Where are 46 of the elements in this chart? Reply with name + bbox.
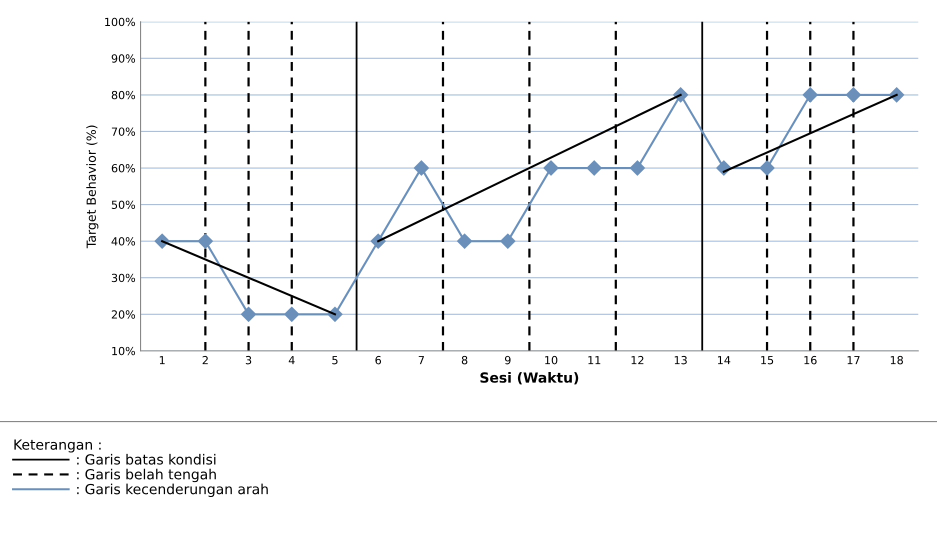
- y-tick-label: 50%: [112, 200, 136, 209]
- x-tick-label: 11: [588, 356, 600, 364]
- x-tick-label: 9: [504, 356, 511, 364]
- x-tick-label: 3: [246, 356, 252, 364]
- x-tick-label: 10: [545, 356, 558, 364]
- y-tick-label: 60%: [112, 164, 136, 172]
- x-tick-label: 14: [718, 356, 730, 364]
- legend-title: Keterangan :: [14, 440, 101, 453]
- legend-label: : Garis kecenderungan arah: [77, 484, 268, 498]
- x-tick-label: 4: [288, 356, 295, 364]
- point: [198, 234, 213, 249]
- legend-label: : Garis belah tengah: [77, 468, 216, 482]
- point: [630, 160, 645, 176]
- x-tick-label: 6: [375, 356, 382, 364]
- x-tick-label: 1: [160, 356, 165, 364]
- point: [414, 160, 429, 176]
- point: [284, 306, 300, 322]
- y-tick-label: 30%: [112, 274, 136, 282]
- x-tick-label: 12: [632, 356, 644, 364]
- x-tick-label: 15: [761, 356, 774, 364]
- point: [586, 160, 602, 176]
- x-axis-title: Sesi (Waktu): [480, 372, 578, 384]
- x-tick-label: 13: [674, 356, 687, 364]
- y-tick-label: 10%: [112, 346, 136, 356]
- legend-label: : Garis batas kondisi: [77, 454, 216, 465]
- x-tick-label: 7: [418, 356, 424, 364]
- x-tick-label: 17: [848, 356, 860, 364]
- y-tick-label: 20%: [112, 310, 136, 319]
- y-axis-title: Target Behavior (%): [86, 126, 98, 248]
- y-tick-label: 100%: [105, 18, 136, 26]
- x-tick-label: 16: [804, 356, 817, 364]
- point: [802, 87, 818, 102]
- point: [240, 306, 256, 322]
- y-tick-label: 80%: [112, 90, 136, 100]
- x-tick-label: 18: [890, 356, 903, 364]
- point: [543, 160, 559, 176]
- x-tick-label: 8: [462, 356, 468, 364]
- point: [759, 160, 775, 176]
- point: [500, 234, 516, 249]
- point: [846, 87, 862, 102]
- point: [457, 234, 472, 249]
- x-tick-label: 5: [332, 356, 338, 364]
- y-tick-label: 40%: [112, 237, 136, 246]
- x-tick-label: 2: [202, 356, 208, 364]
- y-tick-label: 70%: [112, 127, 136, 136]
- y-tick-label: 90%: [112, 54, 136, 63]
